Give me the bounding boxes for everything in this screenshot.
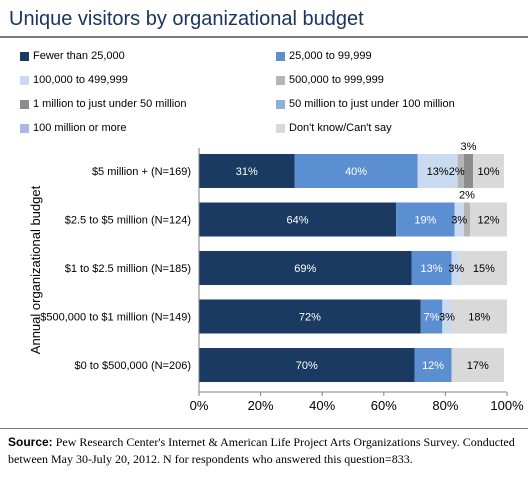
legend-swatch xyxy=(276,75,285,85)
bar-segment xyxy=(470,202,507,237)
data-label: 7% xyxy=(424,312,440,324)
bar-segment xyxy=(451,251,461,285)
legend-item: 1 million to just under 50 million xyxy=(20,98,186,110)
data-label: 13% xyxy=(427,166,449,178)
category-label: $1 to $2.5 million (N=185) xyxy=(65,263,191,275)
legend-swatch xyxy=(276,99,285,109)
bar-segment xyxy=(457,154,464,188)
legend-item: 100,000 to 499,999 xyxy=(20,74,128,86)
bar-segment xyxy=(199,299,421,334)
bar-segment xyxy=(460,251,507,285)
bar-segment xyxy=(294,154,418,188)
source-divider xyxy=(0,428,528,429)
data-label: 10% xyxy=(478,166,500,178)
x-tick-label: 20% xyxy=(248,398,274,413)
data-label: 15% xyxy=(473,263,495,275)
legend-item: 100 million or more xyxy=(20,122,127,134)
legend-swatch xyxy=(276,123,285,133)
data-label: 2% xyxy=(459,190,475,202)
legend-label: 100 million or more xyxy=(33,122,127,134)
bar-segment xyxy=(396,202,455,237)
x-tick-label: 0% xyxy=(190,398,209,413)
legend-item: Don't know/Can't say xyxy=(276,122,392,134)
legend-swatch xyxy=(20,99,29,109)
category-label: $2.5 to $5 million (N=124) xyxy=(65,215,191,227)
stacked-bar-chart: $5 million + (N=169) 31% 40% 13% 2%3%10%$2.5… xyxy=(28,141,524,413)
legend-label: 25,000 to 99,999 xyxy=(289,50,372,62)
source-note: Source: Pew Research Center's Internet &… xyxy=(8,434,520,468)
legend-label: 100,000 to 499,999 xyxy=(33,74,128,86)
bar-segment xyxy=(463,154,474,188)
data-label: 69% xyxy=(294,263,316,275)
bar-segment xyxy=(199,348,415,382)
data-label: 3% xyxy=(448,263,464,275)
legend-swatch xyxy=(20,123,29,133)
data-label: 12% xyxy=(422,360,444,372)
source-label: Source: xyxy=(8,435,53,449)
bar-segment xyxy=(451,348,504,382)
legend-label: 1 million to just under 50 million xyxy=(33,98,187,110)
x-tick-label: 80% xyxy=(432,398,458,413)
chart-title: Unique visitors by organizational budget xyxy=(9,8,364,30)
bar-segment xyxy=(451,299,507,334)
legend-swatch xyxy=(20,75,29,85)
legend-swatch xyxy=(20,51,29,61)
bar-segment xyxy=(414,348,452,382)
data-label: 64% xyxy=(287,215,309,227)
legend-swatch xyxy=(276,51,285,61)
legend: Fewer than 25,000 25,000 to 99,999 100,000… xyxy=(20,50,520,145)
data-label: 2% xyxy=(449,166,465,178)
bar-segment xyxy=(199,202,397,237)
legend-label: 50 million to just under 100 million xyxy=(289,98,455,110)
data-label: 12% xyxy=(478,215,500,227)
legend-item: Fewer than 25,000 xyxy=(20,50,125,62)
category-label: $0 to $500,000 (N=206) xyxy=(74,360,191,372)
x-tick-label: 40% xyxy=(309,398,335,413)
data-label: 19% xyxy=(414,215,436,227)
bar-segment xyxy=(411,251,452,285)
category-label: $500,000 to $1 million (N=149) xyxy=(40,312,191,324)
data-label: 40% xyxy=(345,166,367,178)
bar-segment xyxy=(454,202,464,237)
bar-segment xyxy=(463,202,471,237)
data-label: 3% xyxy=(451,215,467,227)
bar-segment xyxy=(417,154,458,188)
data-label: 70% xyxy=(296,360,318,372)
legend-item: 25,000 to 99,999 xyxy=(276,50,372,62)
legend-label: Fewer than 25,000 xyxy=(33,50,125,62)
legend-item: 500,000 to 999,999 xyxy=(276,74,384,86)
title-divider xyxy=(0,36,528,38)
bar-segment xyxy=(473,154,504,188)
legend-item: 50 million to just under 100 million xyxy=(276,98,455,110)
data-label: 18% xyxy=(468,312,490,324)
legend-label: 500,000 to 999,999 xyxy=(289,74,384,86)
bar-segment xyxy=(420,299,443,334)
data-label: 3% xyxy=(461,141,477,153)
category-label: $5 million + (N=169) xyxy=(92,166,191,178)
data-label: 31% xyxy=(236,166,258,178)
y-axis-title: Annual organizational budget xyxy=(28,185,43,354)
x-tick-label: 60% xyxy=(371,398,397,413)
legend-label: Don't know/Can't say xyxy=(289,122,392,134)
data-label: 13% xyxy=(421,263,443,275)
data-label: 72% xyxy=(299,312,321,324)
source-text: Pew Research Center's Internet & America… xyxy=(8,435,515,466)
bar-segment xyxy=(199,154,295,188)
bar-segment xyxy=(442,299,452,334)
bar-segment xyxy=(199,251,412,285)
data-label: 3% xyxy=(439,312,455,324)
data-label: 17% xyxy=(467,360,489,372)
x-tick-label: 100% xyxy=(490,398,524,413)
